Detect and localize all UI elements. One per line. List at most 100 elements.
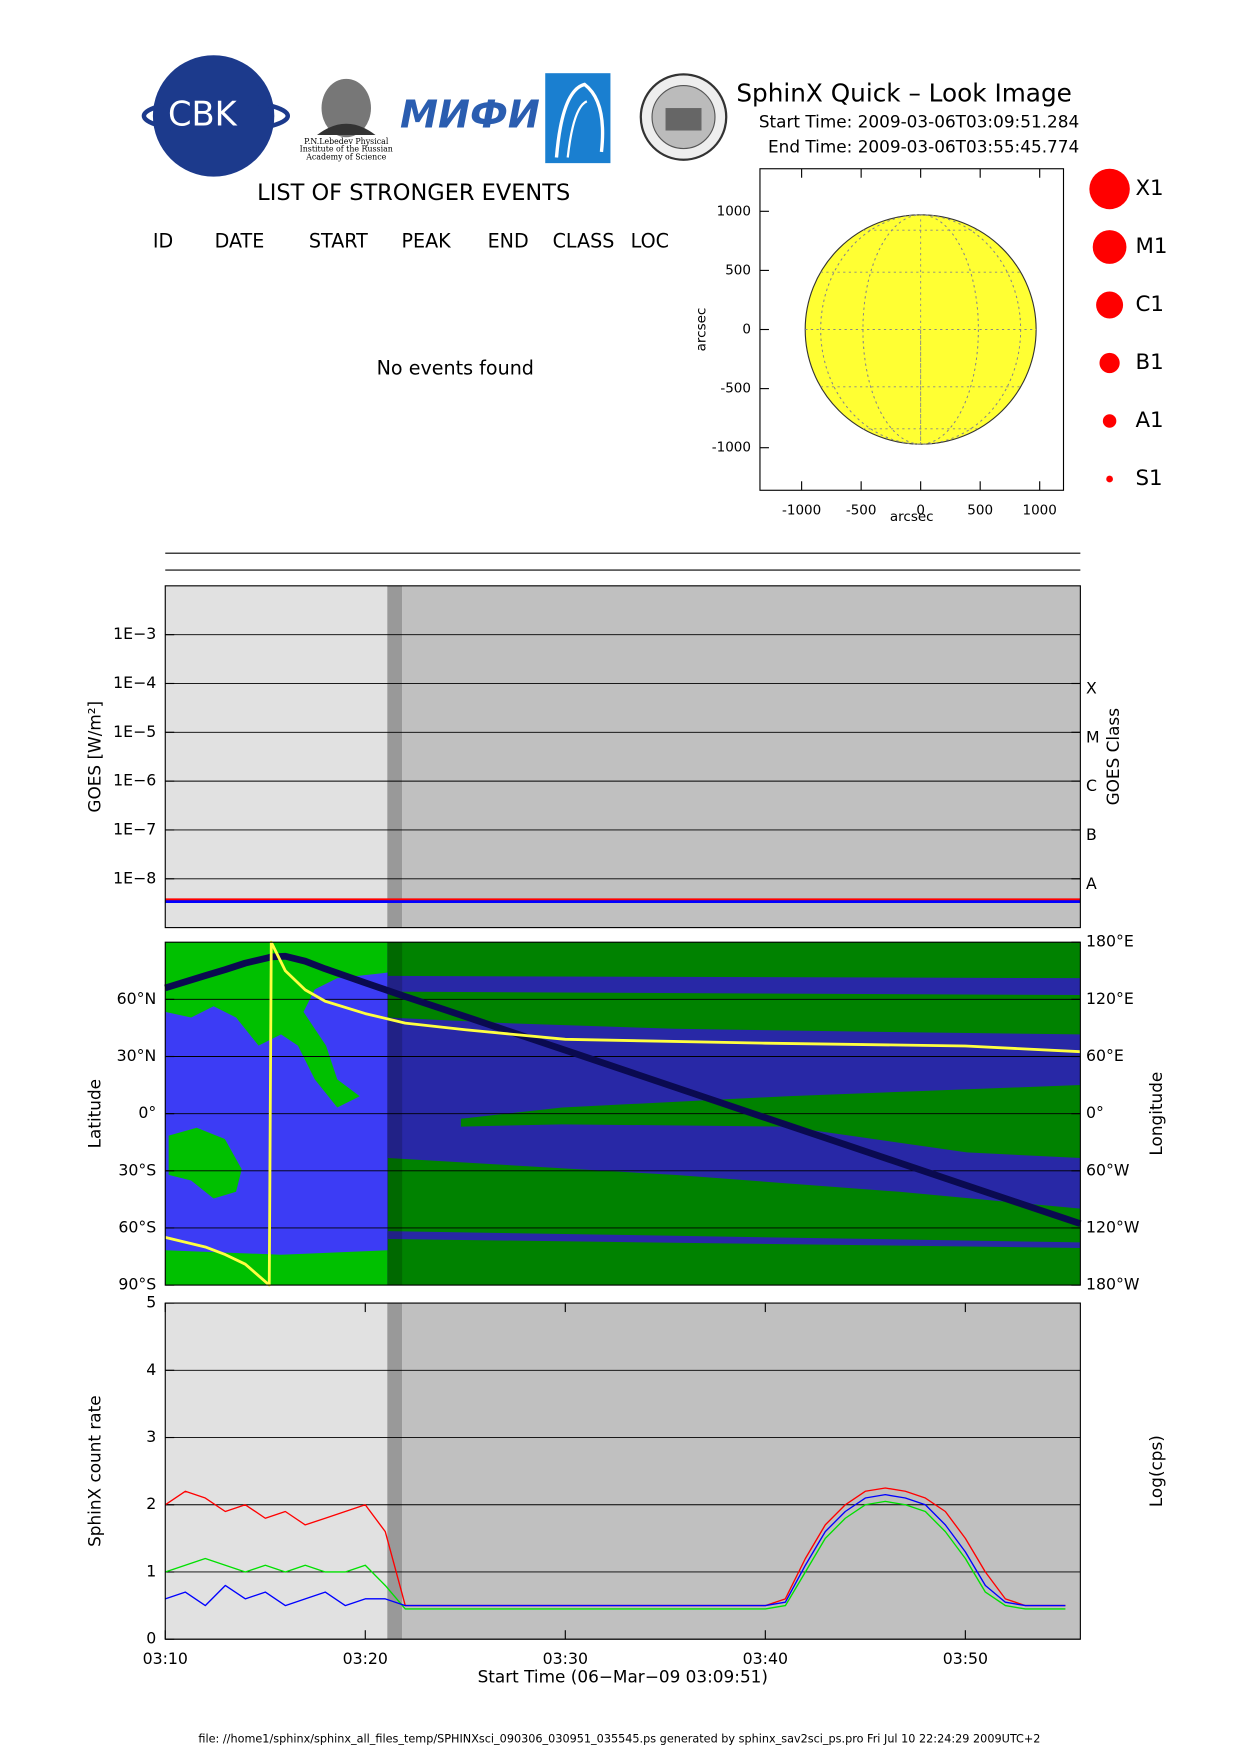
data-line (164, 940, 1081, 1287)
y2-tick-label: 180°W (1086, 1275, 1140, 1294)
x-tick-label: 03:50 (943, 1649, 988, 1668)
legend-marker (1089, 168, 1130, 210)
legend-label: S1 (1135, 466, 1162, 491)
y-tick-label: 1000 (717, 203, 751, 219)
x-tick-label: -500 (846, 503, 877, 519)
legend-label: B1 (1135, 350, 1163, 375)
legend-label: C1 (1135, 292, 1163, 317)
end-time: End Time: 2009-03-06T03:55:45.774 (768, 136, 1079, 156)
x-tick-label: 03:10 (143, 1649, 188, 1668)
plot-frame (164, 585, 1081, 929)
legend-marker (1099, 352, 1120, 374)
y2-tick-label: 120°W (1086, 1217, 1140, 1236)
y2-tick-label: 60°W (1086, 1160, 1130, 1179)
disk-meridian (862, 214, 979, 445)
y-tick-label: 0 (146, 1629, 156, 1648)
y-tick-label: 500 (725, 262, 751, 278)
y2-tick-label: 120°E (1086, 989, 1134, 1008)
cbk-logo: CBK (141, 55, 291, 177)
y-tick-label: 5 (146, 1293, 156, 1312)
legend-marker (1106, 475, 1113, 483)
start-time: Start Time: 2009-03-06T03:09:51.284 (759, 112, 1079, 132)
y2-axis-label: GOES Class (1103, 708, 1123, 805)
events-column: START (309, 229, 368, 252)
x-axis-label: Start Time (06−Mar−09 03:09:51) (478, 1666, 768, 1686)
legend-marker (1096, 291, 1124, 319)
cbk-text: CBK (168, 94, 238, 133)
x-tick-label: 0 (916, 503, 925, 519)
plot-frame (164, 941, 1081, 1286)
y-tick-label: 30°N (117, 1046, 157, 1065)
lebedev-logo: P.N.Lebedev Physical Institute of the Ru… (300, 78, 393, 162)
legend-label: A1 (1135, 408, 1163, 433)
class-tick-label: X (1086, 679, 1097, 698)
x-tick-label: 1000 (1023, 503, 1057, 519)
y-tick-label: 60°S (118, 1217, 156, 1236)
y-tick-label: 0 (742, 322, 751, 338)
x-tick-label: -1000 (782, 503, 821, 519)
class-tick-label: A (1086, 874, 1097, 893)
legend-label: M1 (1135, 234, 1167, 259)
header-title: SphinX Quick – Look Image (736, 79, 1072, 108)
data-line (165, 1493, 1066, 1607)
legend-label: X1 (1135, 176, 1163, 201)
x-tick-label: 03:20 (343, 1649, 388, 1668)
y-tick-label: -500 (720, 381, 751, 397)
y-tick-label: 3 (146, 1427, 156, 1446)
y-tick-label: 1 (146, 1561, 156, 1580)
events-column: DATE (215, 229, 265, 252)
y-tick-label: 0° (138, 1103, 156, 1122)
x-tick-label: 03:40 (743, 1649, 788, 1668)
y-tick-label: 1E−7 (113, 819, 156, 838)
legend-marker (1102, 414, 1117, 428)
shaded-interval (387, 585, 403, 928)
events-message: No events found (377, 356, 534, 379)
y-tick-label: 1E−6 (113, 771, 156, 790)
y2-axis-label: Log(cps) (1146, 1435, 1166, 1507)
shaded-interval (402, 1303, 1081, 1640)
y-axis-label: Latitude (85, 1079, 105, 1148)
y-tick-label: -1000 (712, 440, 751, 456)
events-column: PEAK (401, 229, 451, 252)
events-column: END (488, 229, 529, 252)
disk-meridian (820, 214, 1022, 445)
lebedev-caption: Academy of Science (305, 153, 386, 162)
legend-marker (1092, 230, 1127, 264)
events-title: LIST OF STRONGER EVENTS (257, 180, 570, 206)
footer: file: //home1/sphinx/sphinx_all_files_te… (198, 1732, 1040, 1745)
data-line (165, 1500, 1066, 1610)
y-tick-label: 60°N (117, 989, 157, 1008)
y-axis-label: GOES [W/m²] (85, 701, 105, 813)
y2-tick-label: 0° (1086, 1103, 1104, 1122)
lebedev-caption: P.N.Lebedev Physical (304, 137, 389, 146)
x-axis-label: arcsec (890, 509, 934, 525)
space-logo (545, 73, 611, 164)
y-axis-label: arcsec (694, 308, 710, 352)
y-tick-label: 4 (146, 1360, 156, 1379)
shaded-interval (165, 1303, 388, 1640)
class-tick-label: M (1086, 727, 1100, 746)
class-tick-label: C (1086, 776, 1097, 795)
shaded-interval (165, 585, 388, 928)
y2-tick-label: 180°E (1086, 932, 1134, 951)
y2-tick-label: 60°E (1086, 1046, 1124, 1065)
university-seal (639, 73, 728, 161)
plot-frame (759, 168, 1065, 491)
y-axis-label: SphinX count rate (85, 1395, 105, 1547)
class-tick-label: B (1086, 825, 1097, 844)
y-tick-label: 90°S (118, 1275, 156, 1294)
plot-frame (164, 1302, 1081, 1640)
data-line (164, 952, 1082, 1227)
y-tick-label: 1E−4 (113, 673, 156, 692)
events-column: ID (153, 229, 173, 252)
events-column: CLASS (553, 229, 615, 252)
y-tick-label: 2 (146, 1494, 156, 1513)
shaded-interval (402, 585, 1081, 928)
lebedev-caption: Institute of the Russian (300, 145, 393, 154)
y2-axis-label: Longitude (1146, 1072, 1166, 1156)
x-tick-label: 03:30 (543, 1649, 588, 1668)
x-tick-label: 500 (967, 503, 993, 519)
y-tick-label: 1E−5 (113, 722, 156, 741)
